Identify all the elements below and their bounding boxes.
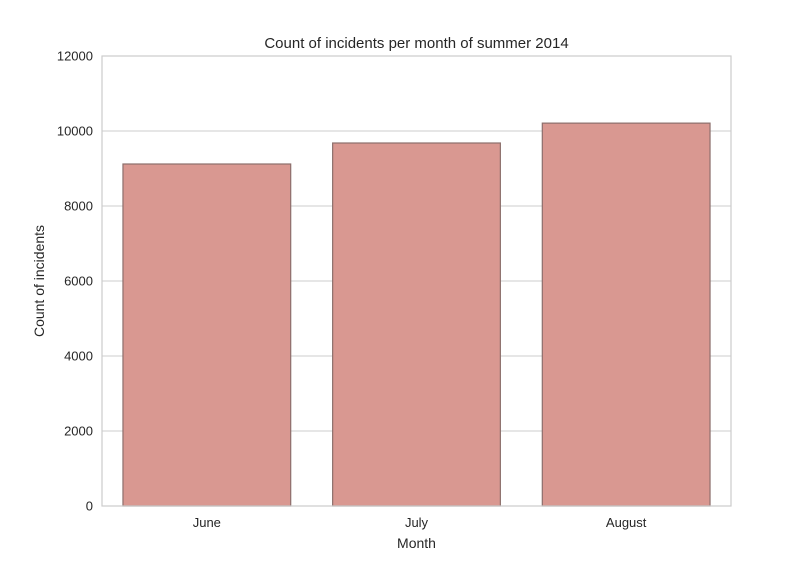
x-tick-label: June bbox=[193, 515, 221, 530]
y-tick-label: 0 bbox=[86, 499, 93, 514]
x-tick-label: July bbox=[405, 515, 429, 530]
bars bbox=[122, 122, 711, 507]
plot-frame bbox=[101, 55, 732, 507]
y-tick-label: 12000 bbox=[57, 49, 93, 64]
x-tick-labels: June July August bbox=[193, 515, 647, 530]
chart-title: Count of incidents per month of summer 2… bbox=[264, 35, 568, 52]
y-tick-label: 4000 bbox=[64, 349, 93, 364]
y-tick-label: 2000 bbox=[64, 424, 93, 439]
bar-june bbox=[122, 163, 292, 507]
y-tick-label: 8000 bbox=[64, 199, 93, 214]
y-axis-label: Count of incidents bbox=[31, 225, 47, 337]
x-axis-label: Month bbox=[397, 535, 436, 551]
bar-july bbox=[332, 142, 501, 507]
y-tick-labels: 0 2000 4000 6000 8000 10000 12000 bbox=[57, 49, 93, 514]
x-tick-label: August bbox=[606, 515, 647, 530]
bar-august bbox=[541, 122, 711, 507]
y-tick-label: 6000 bbox=[64, 274, 93, 289]
y-tick-label: 10000 bbox=[57, 124, 93, 139]
